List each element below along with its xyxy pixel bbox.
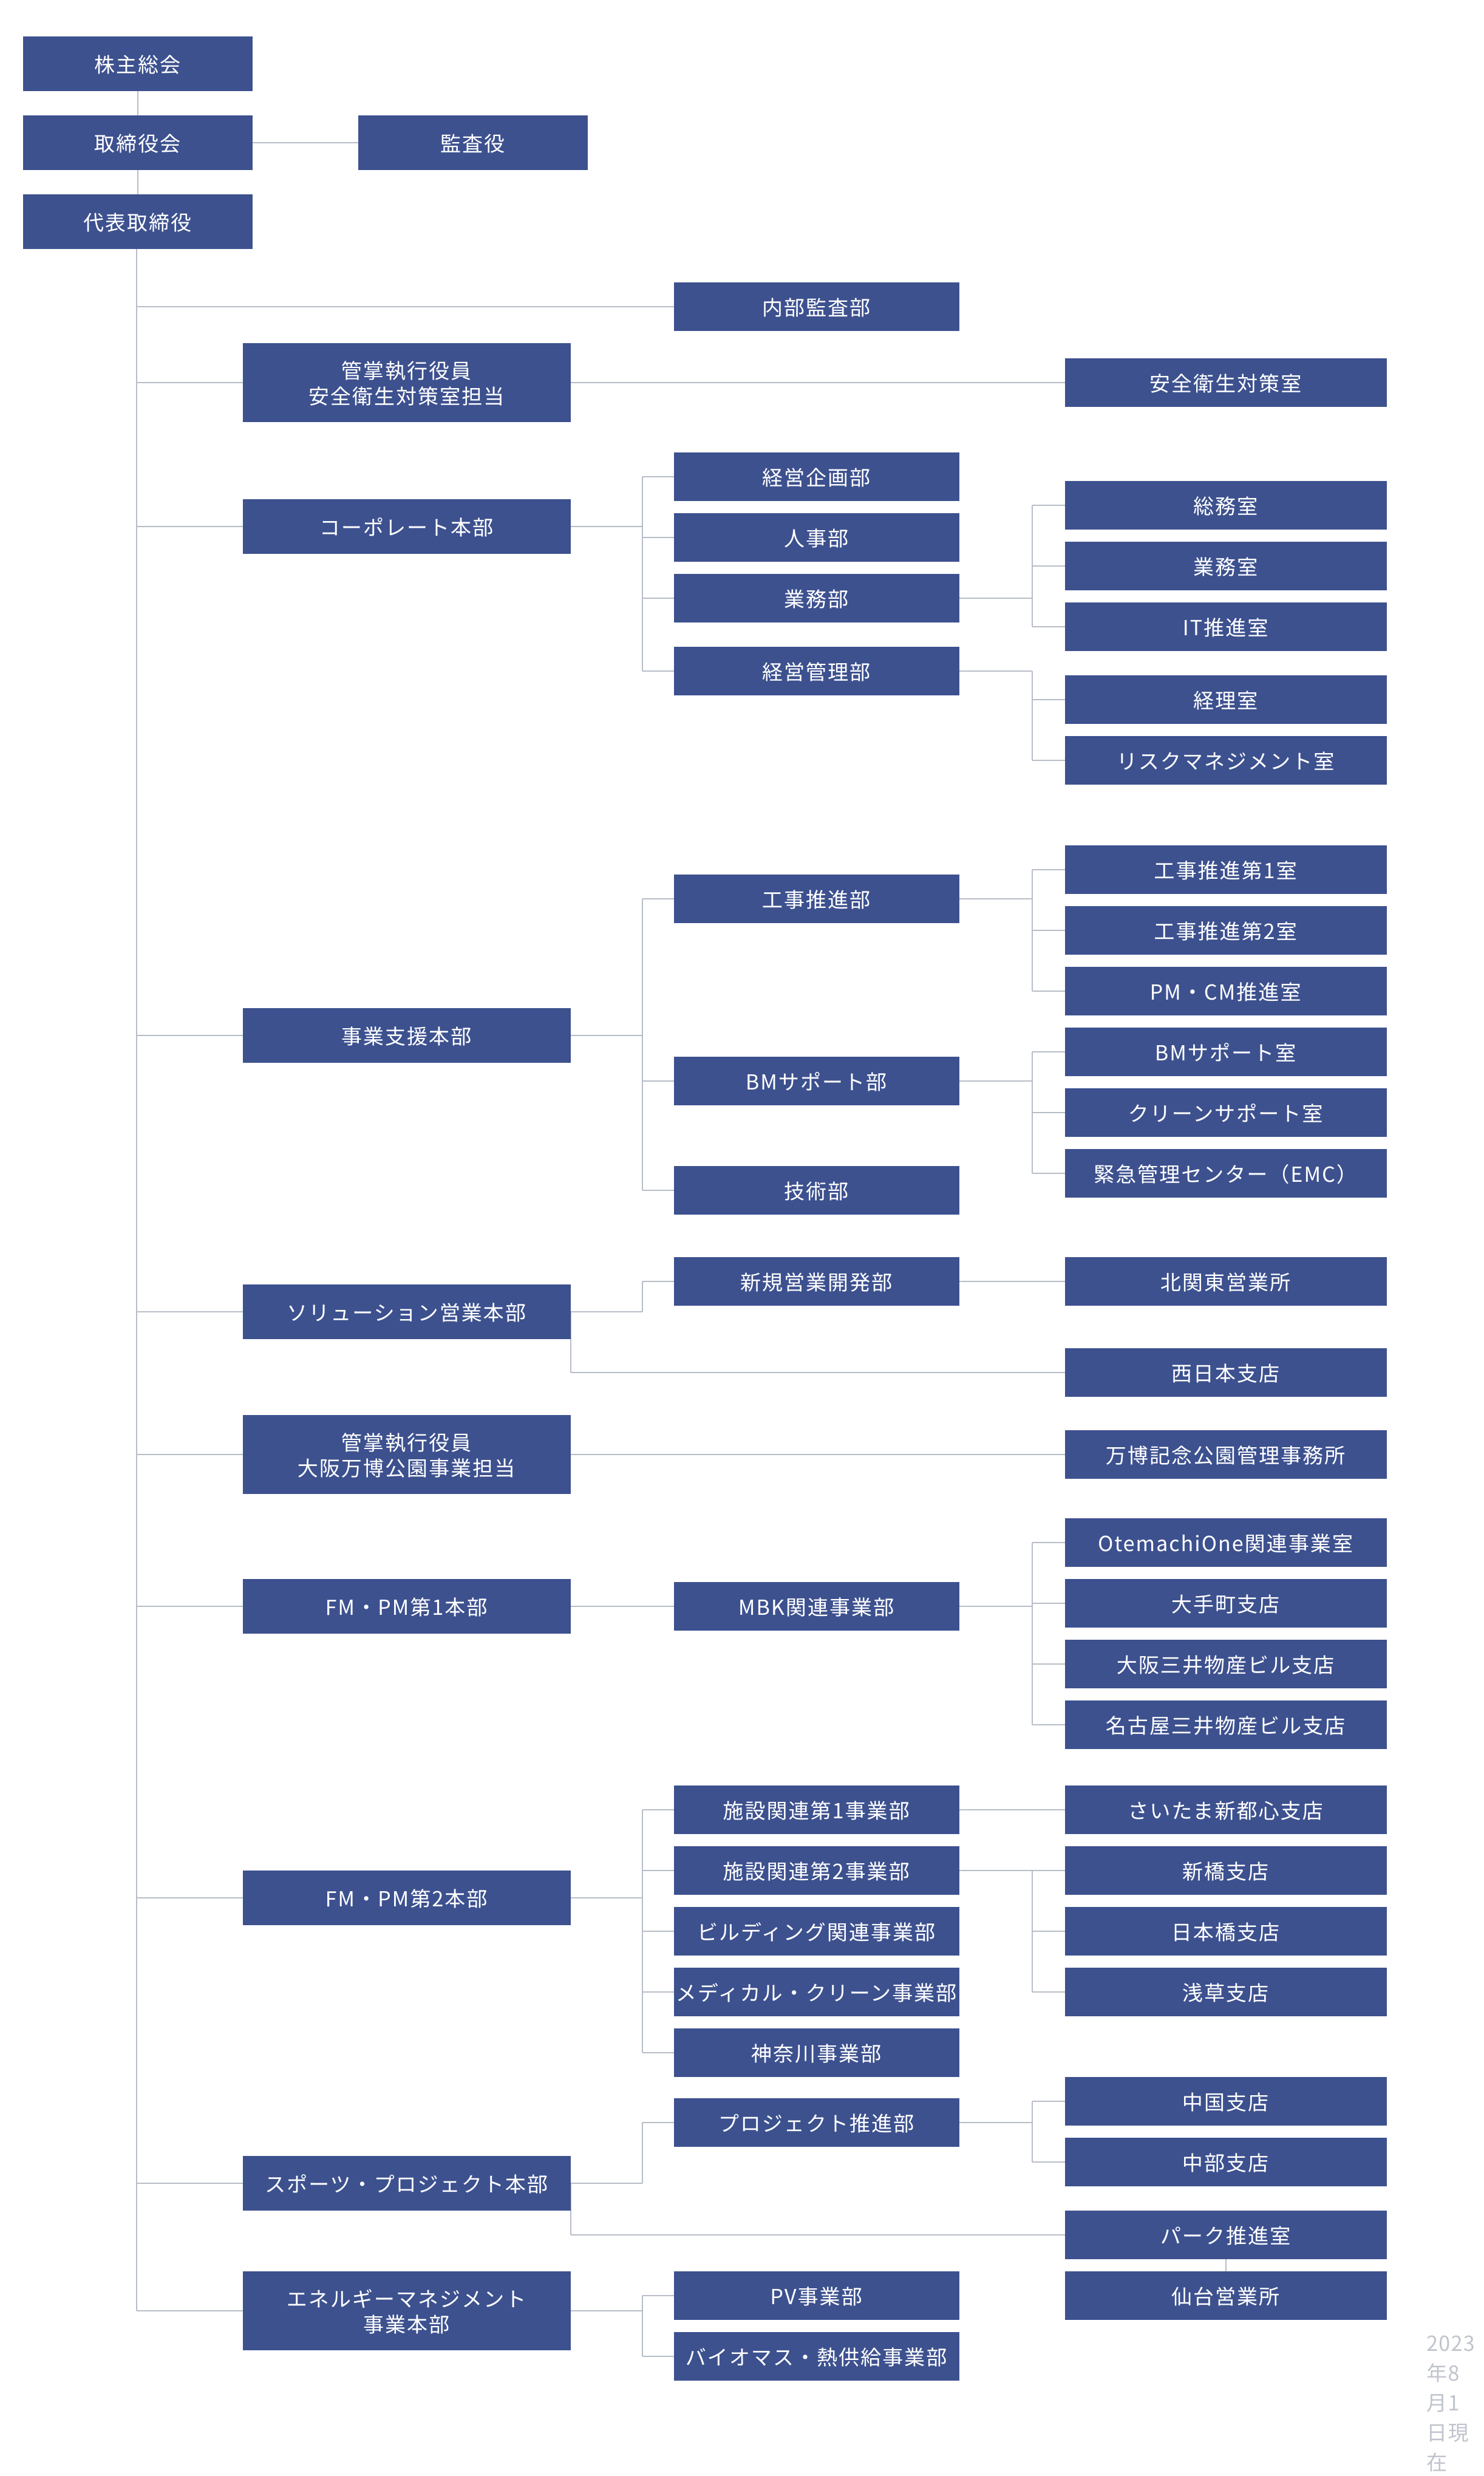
org-node-sports: スポーツ・プロジェクト本部	[243, 2156, 571, 2211]
org-node-gyomu: 業務部	[674, 574, 959, 622]
org-node-osaka: 大阪三井物産ビル支店	[1065, 1640, 1387, 1688]
org-node-chubu: 中部支店	[1065, 2138, 1387, 2186]
org-node-corphq: コーポレート本部	[243, 499, 571, 554]
as-of-date: 2023年8月1日現在	[1426, 2327, 1475, 2476]
org-node-medical: メディカル・クリーン事業部	[674, 1968, 959, 2016]
org-node-otemachi: 大手町支店	[1065, 1579, 1387, 1628]
org-node-shisetsu1: 施設関連第1事業部	[674, 1785, 959, 1834]
org-node-keiri: 経理室	[1065, 675, 1387, 724]
org-node-saitama: さいたま新都心支店	[1065, 1785, 1387, 1834]
org-node-torishi: 取締役会	[23, 115, 253, 170]
org-node-kansho2: 管掌執行役員 大阪万博公園事業担当	[243, 1415, 571, 1494]
org-node-building: ビルディング関連事業部	[674, 1907, 959, 1956]
org-node-sendai: 仙台営業所	[1065, 2271, 1387, 2320]
org-node-chugoku: 中国支店	[1065, 2077, 1387, 2126]
org-node-keiei: 経営企画部	[674, 452, 959, 501]
org-node-risk: リスクマネジメント室	[1065, 736, 1387, 785]
org-node-it: IT推進室	[1065, 602, 1387, 651]
org-node-naibu: 内部監査部	[674, 282, 959, 331]
org-node-nihonbashi: 日本橋支店	[1065, 1907, 1387, 1956]
org-node-gijutsu: 技術部	[674, 1166, 959, 1215]
org-node-kansho1: 管掌執行役員 安全衛生対策室担当	[243, 343, 571, 422]
org-node-fmpm2: FM・PM第2本部	[243, 1871, 571, 1925]
org-node-jinji: 人事部	[674, 513, 959, 562]
org-node-biomass: バイオマス・熱供給事業部	[674, 2332, 959, 2381]
org-node-kitakanto: 北関東営業所	[1065, 1257, 1387, 1306]
org-node-nagoya: 名古屋三井物産ビル支店	[1065, 1700, 1387, 1749]
org-node-bmsup: BMサポート部	[674, 1057, 959, 1105]
org-node-kouji1: 工事推進第1室	[1065, 845, 1387, 894]
org-chart-canvas: 株主総会取締役会 監査役代表取締役内部監査部管掌執行役員 安全衛生対策室担当 安全衛…	[0, 0, 1484, 2357]
org-node-emc: 緊急管理センター（EMC）	[1065, 1149, 1387, 1198]
org-node-project: プロジェクト推進部	[674, 2098, 959, 2147]
org-node-soumu: 総務室	[1065, 481, 1387, 530]
org-node-anzen: 安全衛生対策室	[1065, 358, 1387, 407]
org-node-fmpm1: FM・PM第1本部	[243, 1579, 571, 1634]
org-node-banpaku: 万博記念公園管理事務所	[1065, 1430, 1387, 1479]
org-node-asakusa: 浅草支店	[1065, 1968, 1387, 2016]
org-node-shinbashi: 新橋支店	[1065, 1846, 1387, 1895]
org-node-solhq: ソリューション営業本部	[243, 1284, 571, 1339]
org-node-kouji2: 工事推進第2室	[1065, 906, 1387, 955]
org-node-shisetsu2: 施設関連第2事業部	[674, 1846, 959, 1895]
org-node-jigyo: 事業支援本部	[243, 1008, 571, 1063]
org-node-pmcm: PM・CM推進室	[1065, 967, 1387, 1015]
org-node-bmroom: BMサポート室	[1065, 1028, 1387, 1076]
org-node-daihyo: 代表取締役	[23, 194, 253, 249]
org-node-clean: クリーンサポート室	[1065, 1088, 1387, 1137]
org-node-park: パーク推進室	[1065, 2211, 1387, 2259]
org-node-kouji: 工事推進部	[674, 875, 959, 923]
org-node-keieikanri: 経営管理部	[674, 647, 959, 695]
org-node-ote: OtemachiOne関連事業室	[1065, 1518, 1387, 1567]
org-node-pv: PV事業部	[674, 2271, 959, 2320]
org-node-kanagawa: 神奈川事業部	[674, 2028, 959, 2077]
org-node-kansa: 監査役	[358, 115, 588, 170]
org-node-soukai: 株主総会	[23, 36, 253, 91]
org-node-energy: エネルギーマネジメント 事業本部	[243, 2271, 571, 2350]
org-node-nishinihon: 西日本支店	[1065, 1348, 1387, 1397]
org-node-mbk: MBK関連事業部	[674, 1582, 959, 1631]
org-node-gyomushitsu: 業務室	[1065, 542, 1387, 590]
org-node-shinki: 新規営業開発部	[674, 1257, 959, 1306]
